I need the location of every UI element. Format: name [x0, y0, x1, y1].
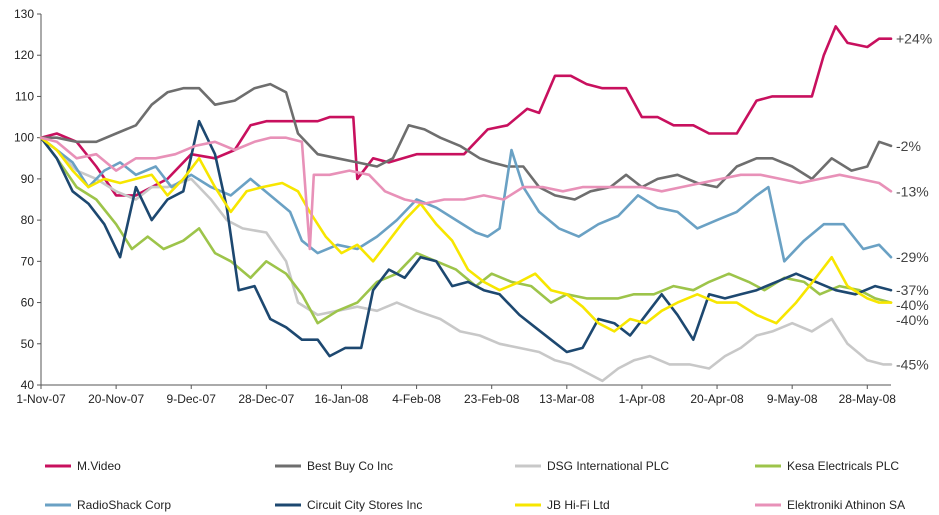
end-labels: +24%-2%-13%-29%-37%-40%-40%-45%	[896, 31, 932, 373]
x-tick-label: 20-Apr-08	[690, 392, 744, 406]
end-value-label: -45%	[896, 356, 929, 372]
legend-label-kesa-electricals-plc: Kesa Electricals PLC	[787, 459, 899, 473]
legend-label-best-buy-co-inc: Best Buy Co Inc	[307, 459, 393, 473]
y-tick-label: 90	[21, 172, 35, 186]
end-value-label: -2%	[896, 138, 921, 154]
x-axis: 1-Nov-07 20-Nov-07 9-Dec-07 28-Dec-07 16-Jan…	[16, 384, 897, 406]
y-tick-label: 70	[21, 254, 35, 268]
end-value-label: -40%	[896, 312, 929, 328]
y-tick-label: 120	[14, 48, 34, 62]
legend-label-radioshack-corp: RadioShack Corp	[77, 498, 171, 512]
y-tick-label: 130	[14, 7, 34, 21]
legend-label-m-video: M.Video	[77, 459, 121, 473]
end-value-label: +24%	[896, 31, 932, 47]
end-value-label: -13%	[896, 183, 929, 199]
y-tick-label: 50	[21, 337, 35, 351]
y-tick-label: 110	[15, 89, 34, 103]
series-lines	[39, 25, 893, 383]
x-tick-label: 28-Dec-07	[238, 392, 294, 406]
x-tick-label: 9-May-08	[767, 392, 818, 406]
legend-label-elektroniki-athinon-sa: Elektroniki Athinon SA	[787, 498, 905, 512]
legend: M.Video Best Buy Co Inc DSG International …	[45, 459, 905, 512]
series-line-m-video	[39, 25, 893, 197]
x-tick-label: 13-Mar-08	[539, 392, 595, 406]
y-tick-label: 100	[14, 131, 34, 145]
x-tick-label: 9-Dec-07	[167, 392, 217, 406]
y-axis: 40 50 60 70 80 90 100 110 120 130	[14, 7, 42, 392]
series-line-radioshack-corp	[39, 136, 893, 263]
x-tick-label: 23-Feb-08	[464, 392, 520, 406]
end-value-label: -37%	[896, 282, 929, 298]
x-tick-label: 16-Jan-08	[314, 392, 368, 406]
series-line-jb-hi-fi-ltd	[39, 136, 893, 333]
end-value-label: -29%	[896, 249, 929, 265]
legend-label-jb-hi-fi-ltd: JB Hi-Fi Ltd	[547, 498, 610, 512]
x-tick-label: 1-Nov-07	[16, 392, 66, 406]
legend-label-circuit-city-stores-inc: Circuit City Stores Inc	[307, 498, 422, 512]
end-value-label: -40%	[896, 297, 929, 313]
legend-label-dsg-international-plc: DSG International PLC	[547, 459, 669, 473]
y-tick-label: 80	[21, 213, 35, 227]
x-tick-label: 20-Nov-07	[88, 392, 144, 406]
series-line-best-buy-co-inc	[39, 82, 893, 201]
y-tick-label: 40	[21, 378, 35, 392]
x-tick-label: 4-Feb-08	[392, 392, 441, 406]
series-line-elektroniki-athinon-sa	[39, 136, 893, 251]
series-line-dsg-international-plc	[39, 136, 893, 383]
x-tick-label: 28-May-08	[839, 392, 897, 406]
x-tick-label: 1-Apr-08	[619, 392, 666, 406]
y-tick-label: 60	[21, 296, 35, 310]
series-line-kesa-electricals-plc	[39, 136, 893, 325]
series-line-circuit-city-stores-inc	[39, 119, 893, 358]
